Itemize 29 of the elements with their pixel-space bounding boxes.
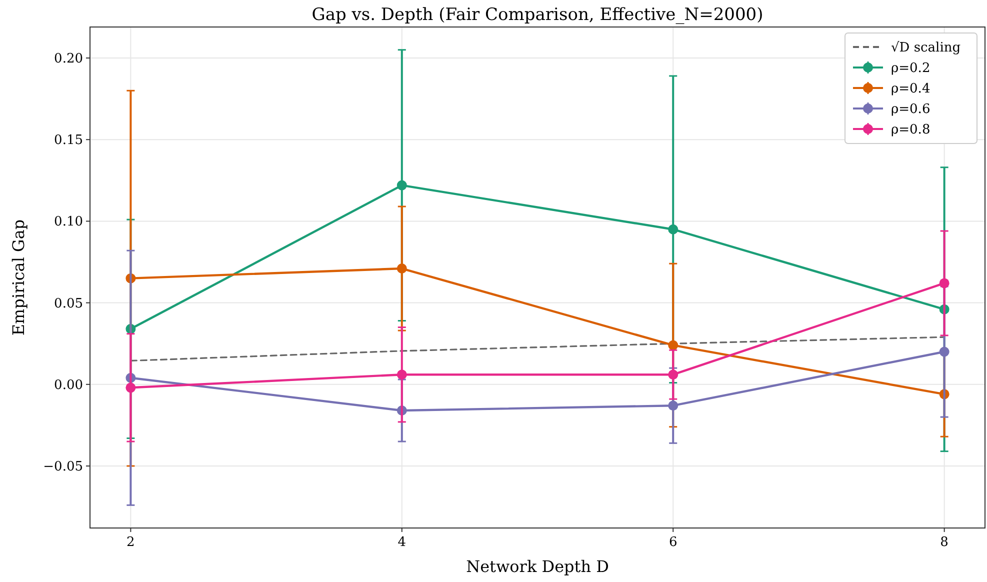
y-axis-title: Empirical Gap [9, 219, 28, 336]
legend-label: ρ=0.4 [891, 82, 930, 97]
legend-label: ρ=0.6 [891, 102, 930, 118]
point [396, 264, 407, 274]
legend-label: √D scaling [891, 40, 961, 56]
point [668, 224, 678, 234]
legend-label: ρ=0.8 [891, 122, 930, 138]
y-tick-label: −0.05 [43, 460, 83, 475]
y-tick-label: 0.05 [54, 296, 83, 312]
legend-label: ρ=0.2 [891, 61, 930, 76]
y-tick-label: 0.00 [54, 378, 83, 393]
x-tick-label: 4 [398, 535, 406, 550]
point [126, 382, 136, 393]
x-tick-label: 8 [940, 535, 948, 550]
point [668, 370, 678, 380]
y-tick-label: 0.10 [54, 214, 83, 230]
point [668, 340, 678, 350]
chart-title: Gap vs. Depth (Fair Comparison, Effective_N=2000) [312, 5, 764, 25]
line-series [130, 336, 946, 362]
x-tick-label: 2 [126, 535, 135, 550]
point [396, 180, 407, 190]
point [939, 346, 950, 357]
point [668, 400, 678, 411]
y-tick-label: 0.15 [54, 133, 83, 148]
x-tick-label: 6 [668, 535, 678, 550]
point [396, 370, 407, 380]
y-tick-label: 0.20 [54, 52, 83, 67]
x-axis-title: Network Depth D [466, 557, 609, 576]
point [939, 278, 950, 288]
